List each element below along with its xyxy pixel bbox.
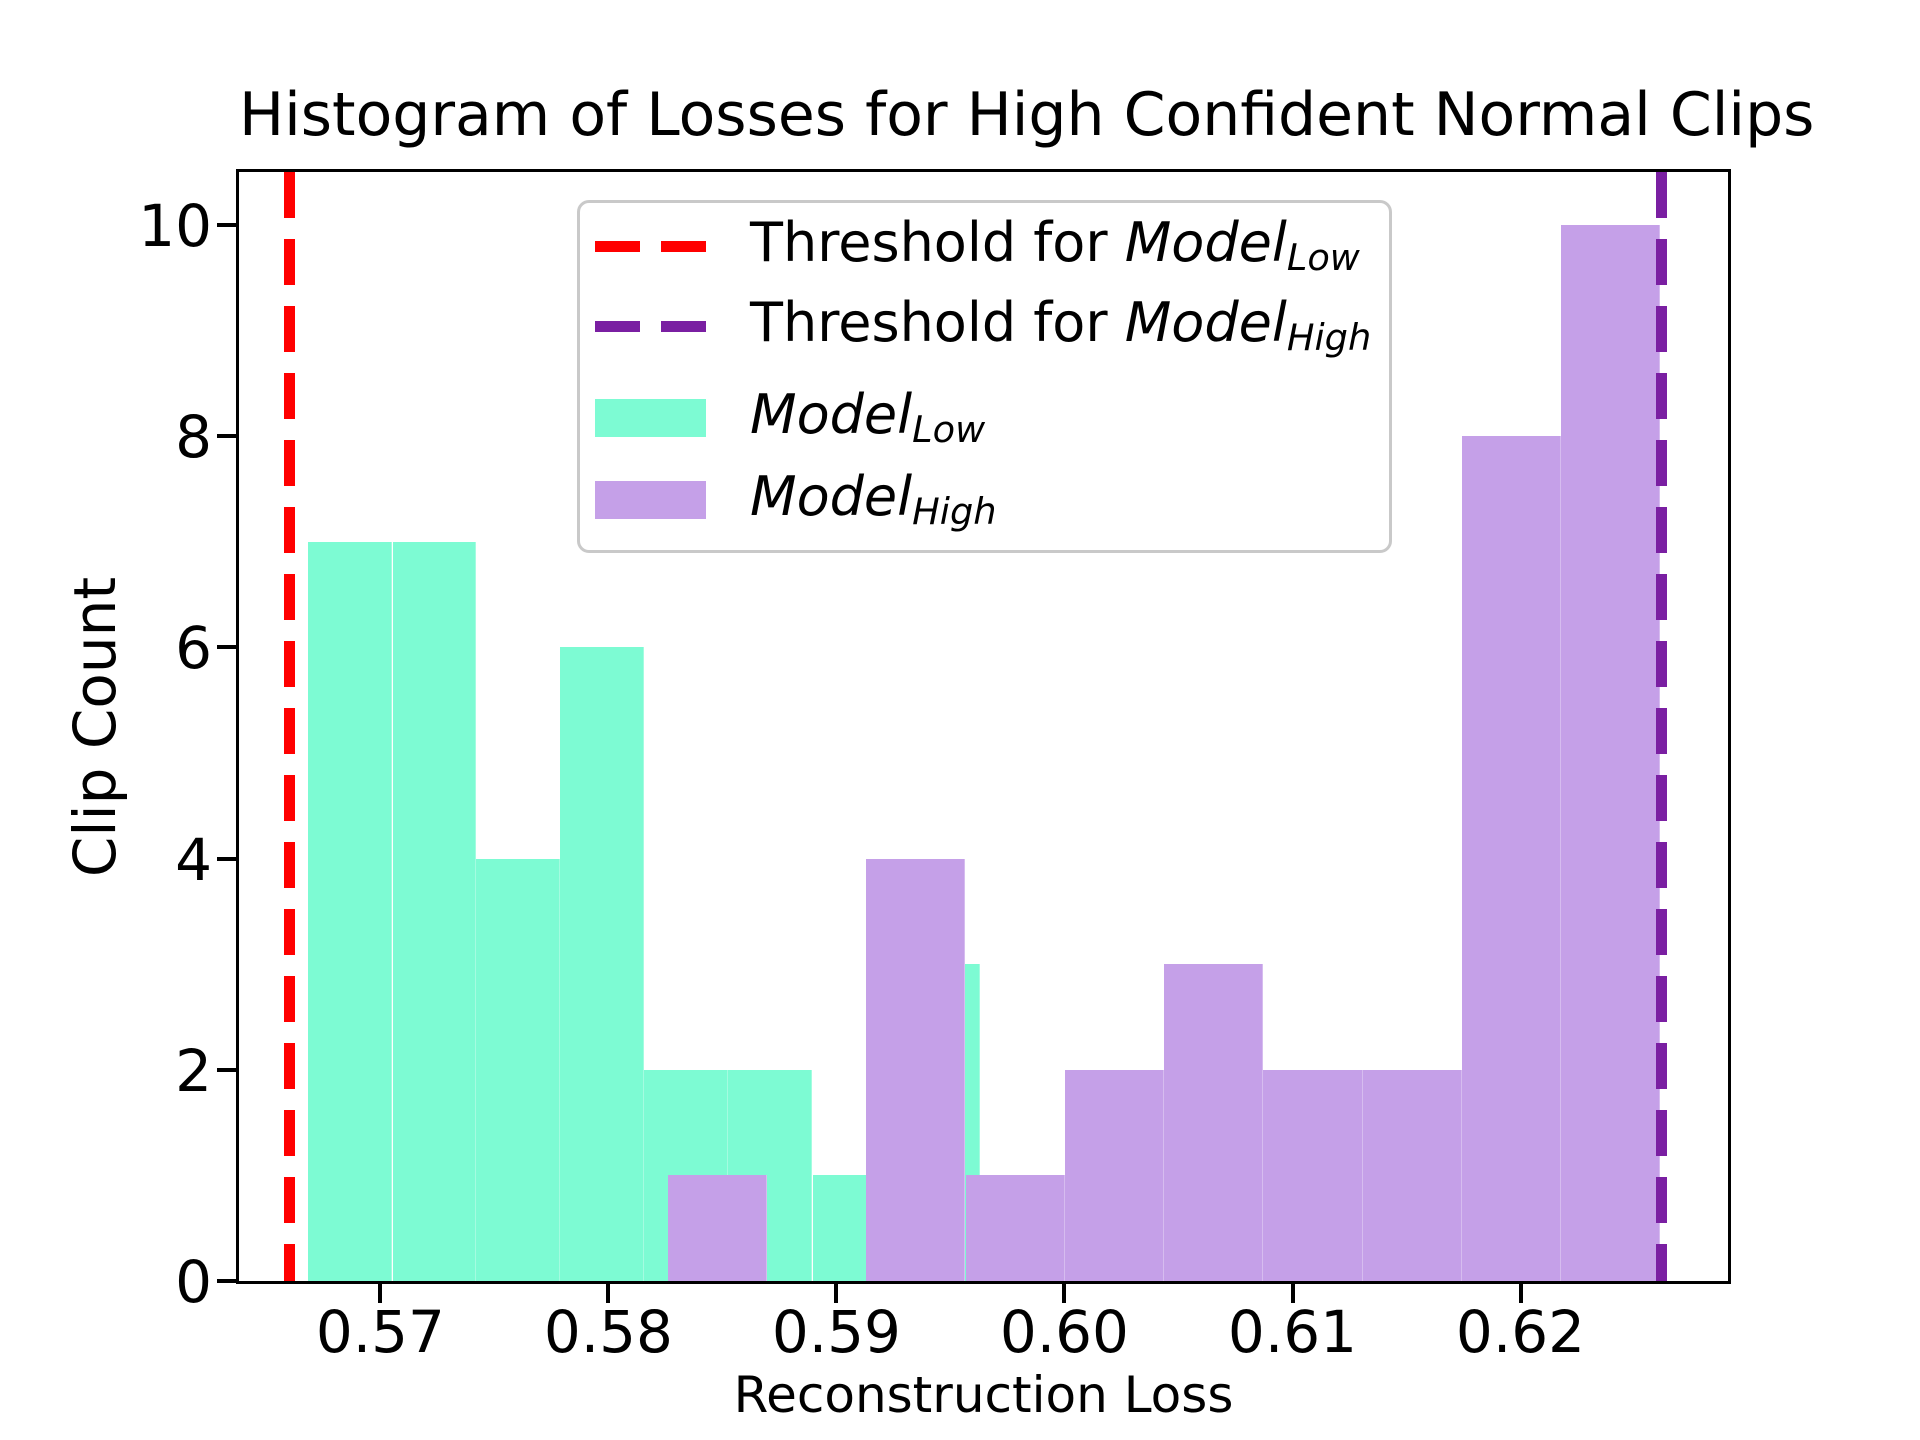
x-tick-label: 0.60 [999, 1298, 1129, 1366]
legend-item-threshold-low: Threshold for ModelLow [595, 213, 1360, 279]
legend-item-threshold-high: Threshold for ModelHigh [595, 293, 1371, 359]
legend-item-label: Threshold for ModelHigh [750, 290, 1372, 359]
x-tick-label: 0.58 [543, 1298, 673, 1366]
chart-title: Histogram of Losses for High Confident N… [239, 80, 1815, 150]
y-tick-label: 10 [138, 191, 212, 260]
y-tick-mark [217, 1279, 236, 1283]
legend-item-model-low: ModelLow [595, 385, 985, 451]
x-tick-mark [1518, 1284, 1523, 1303]
legend-dashed-line-sample [595, 320, 706, 332]
hist-bar-model-high-7 [1362, 1069, 1462, 1281]
hist-bar-model-high-5 [1164, 964, 1264, 1281]
x-axis-label: Reconstruction Loss [733, 1366, 1234, 1424]
hist-bar-model-low-1 [392, 541, 477, 1281]
x-tick-mark [834, 1284, 839, 1303]
y-tick-label: 2 [175, 1036, 212, 1105]
hist-bar-model-high-4 [1064, 1069, 1165, 1281]
x-tick-label: 0.57 [315, 1298, 445, 1366]
y-tick-label: 0 [175, 1248, 212, 1316]
legend-item-model-high: ModelHigh [595, 467, 997, 533]
x-tick-label: 0.61 [1227, 1298, 1358, 1366]
y-tick-label: 4 [175, 825, 212, 894]
x-tick-label: 0.59 [771, 1298, 901, 1366]
hist-bar-model-high-6 [1263, 1069, 1363, 1281]
legend-color-patch [595, 399, 706, 437]
legend: Threshold for ModelLow Threshold for Mode… [577, 200, 1392, 553]
y-tick-mark [217, 434, 236, 438]
x-tick-label: 0.62 [1455, 1298, 1586, 1366]
y-tick-label: 6 [175, 614, 212, 683]
y-tick-mark [217, 1067, 236, 1072]
threshold-line-model-low [283, 172, 295, 1281]
x-tick-mark [1290, 1284, 1295, 1303]
y-tick-mark [217, 856, 236, 861]
legend-item-label: ModelHigh [750, 464, 997, 533]
hist-bar-model-low-0 [308, 541, 393, 1281]
hist-bar-model-low-2 [476, 858, 561, 1281]
hist-bar-model-high-8 [1461, 436, 1562, 1281]
hist-bar-model-high-2 [866, 858, 966, 1281]
x-tick-mark [606, 1284, 611, 1303]
legend-item-label: ModelLow [750, 382, 986, 451]
legend-dashed-line-sample [595, 240, 706, 252]
threshold-line-model-high [1656, 172, 1668, 1281]
x-tick-mark [1062, 1284, 1067, 1303]
legend-color-patch [595, 481, 706, 519]
y-tick-mark [217, 645, 236, 650]
y-tick-mark [217, 222, 236, 227]
hist-bar-model-high-3 [965, 1175, 1065, 1281]
y-tick-label: 8 [175, 403, 212, 471]
x-tick-mark [378, 1284, 383, 1303]
hist-bar-model-high-0 [667, 1175, 767, 1281]
legend-item-label: Threshold for ModelLow [750, 210, 1360, 279]
hist-bar-model-low-3 [560, 647, 645, 1281]
hist-bar-model-high-9 [1561, 224, 1661, 1281]
